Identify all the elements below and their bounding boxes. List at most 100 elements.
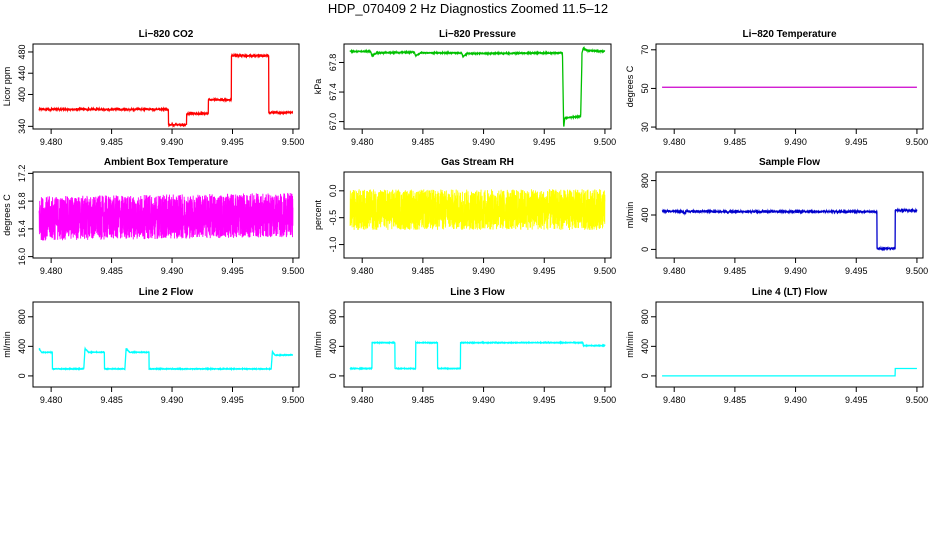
- y-tick-label: 400: [640, 339, 650, 354]
- x-tick-label: 9.480: [663, 395, 686, 405]
- x-tick-label: 9.490: [472, 137, 495, 147]
- y-tick-label: 50: [640, 83, 650, 93]
- chart-title: Line 2 Flow: [139, 287, 194, 298]
- data-series-line: [38, 52, 294, 128]
- chart-title: Line 3 Flow: [450, 287, 505, 298]
- plot-frame: [655, 301, 924, 388]
- x-tick-label: 9.485: [100, 137, 123, 147]
- y-tick-label: 340: [17, 119, 27, 134]
- y-tick-label: 16.4: [17, 220, 27, 238]
- x-tick-label: 9.485: [412, 266, 435, 276]
- x-tick-label: 9.490: [784, 266, 807, 276]
- y-tick-label: 0: [640, 247, 650, 252]
- data-series-line: [38, 192, 294, 241]
- x-tick-label: 9.485: [724, 395, 747, 405]
- page-title: HDP_070409 2 Hz Diagnostics Zoomed 11.5–…: [327, 1, 609, 16]
- x-tick-label: 9.480: [351, 395, 374, 405]
- y-axis-label: ml/min: [625, 331, 635, 358]
- x-tick-label: 9.500: [906, 137, 929, 147]
- y-tick-label: 0: [640, 373, 650, 378]
- x-tick-label: 9.480: [40, 395, 63, 405]
- x-tick-label: 9.495: [221, 137, 244, 147]
- plot-frame: [655, 43, 924, 130]
- y-tick-label: 0: [17, 373, 27, 378]
- y-tick-label: 0: [328, 373, 338, 378]
- y-tick-label: 800: [17, 309, 27, 324]
- y-tick-label: 67.8: [328, 54, 338, 72]
- y-axis-label: ml/min: [2, 331, 12, 358]
- y-tick-label: 400: [328, 339, 338, 354]
- y-tick-label: 30: [640, 122, 650, 132]
- data-series-line: [38, 346, 294, 372]
- x-tick-label: 9.490: [161, 395, 184, 405]
- x-tick-label: 9.495: [221, 395, 244, 405]
- y-tick-label: 480: [17, 44, 27, 59]
- data-series-line: [661, 207, 918, 252]
- x-tick-label: 9.480: [40, 266, 63, 276]
- x-tick-label: 9.495: [221, 266, 244, 276]
- x-tick-label: 9.485: [100, 395, 123, 405]
- chart-title: Li−820 Temperature: [742, 29, 836, 40]
- x-tick-label: 9.495: [845, 395, 868, 405]
- x-tick-label: 9.490: [161, 137, 184, 147]
- x-tick-label: 9.485: [724, 266, 747, 276]
- y-tick-label: 16.0: [17, 248, 27, 266]
- x-tick-label: 9.480: [663, 266, 686, 276]
- x-tick-label: 9.490: [784, 395, 807, 405]
- chart-panel-4: Ambient Box Temperature degrees C 9.480 9.4…: [2, 157, 304, 276]
- y-tick-label: 67.0: [328, 113, 338, 131]
- plot-frame: [655, 171, 924, 259]
- y-axis-label: percent: [313, 199, 323, 230]
- chart-title: Ambient Box Temperature: [104, 157, 229, 168]
- chart-title: Sample Flow: [759, 157, 820, 168]
- x-tick-label: 9.480: [351, 266, 374, 276]
- plot-frame: [32, 171, 300, 259]
- x-tick-label: 9.490: [472, 266, 495, 276]
- x-tick-label: 9.480: [663, 137, 686, 147]
- y-axis-label: ml/min: [625, 202, 635, 229]
- x-tick-label: 9.500: [282, 266, 305, 276]
- chart-panel-5: Gas Stream RH percent 9.480 9.485 9.490 9.495…: [313, 157, 616, 276]
- y-tick-label: 800: [640, 173, 650, 188]
- x-tick-label: 9.500: [906, 266, 929, 276]
- chart-panel-3: Li−820 Temperature degrees C 9.480 9.485 9.4…: [625, 29, 928, 147]
- x-tick-label: 9.500: [594, 137, 617, 147]
- y-axis-label: degrees C: [625, 65, 635, 107]
- x-tick-label: 9.495: [845, 266, 868, 276]
- y-axis-label: degrees C: [2, 194, 12, 236]
- y-tick-label: 400: [640, 207, 650, 222]
- x-tick-label: 9.485: [412, 137, 435, 147]
- plot-frame: [32, 301, 300, 388]
- chart-panel-9: Line 4 (LT) Flow ml/min 9.480 9.485 9.490 9.4…: [625, 287, 928, 405]
- data-series-line: [349, 189, 606, 231]
- chart-title: Line 4 (LT) Flow: [752, 287, 828, 298]
- x-tick-label: 9.485: [724, 137, 747, 147]
- y-tick-label: -1.0: [328, 237, 338, 253]
- y-tick-label: 800: [328, 309, 338, 324]
- x-tick-label: 9.490: [161, 266, 184, 276]
- chart-title: Li−820 Pressure: [439, 29, 516, 40]
- x-tick-label: 9.500: [594, 395, 617, 405]
- y-tick-label: 800: [640, 309, 650, 324]
- x-tick-label: 9.495: [533, 395, 556, 405]
- x-tick-label: 9.495: [533, 137, 556, 147]
- y-tick-label: 400: [17, 339, 27, 354]
- chart-title: Gas Stream RH: [441, 157, 514, 168]
- plot-frame: [343, 43, 612, 130]
- y-tick-label: -0.5: [328, 210, 338, 226]
- plot-frame: [32, 43, 300, 130]
- chart-panel-2: Li−820 Pressure kPa 9.480 9.485 9.490 9.495 9.…: [313, 29, 616, 147]
- y-tick-label: 440: [17, 66, 27, 81]
- plot-frame: [343, 171, 612, 259]
- y-tick-label: 70: [640, 45, 650, 55]
- chart-panel-1: Li−820 CO2 Licor ppm 9.480 9.485 9.490 9.495 9…: [2, 29, 304, 147]
- data-series-line: [349, 45, 606, 127]
- x-tick-label: 9.490: [472, 395, 495, 405]
- y-axis-label: kPa: [313, 79, 323, 95]
- y-axis-label: Licor ppm: [2, 67, 12, 107]
- x-tick-label: 9.500: [906, 395, 929, 405]
- y-tick-label: 0.0: [328, 185, 338, 198]
- y-tick-label: 16.8: [17, 192, 27, 210]
- x-tick-label: 9.480: [351, 137, 374, 147]
- x-tick-label: 9.500: [282, 395, 305, 405]
